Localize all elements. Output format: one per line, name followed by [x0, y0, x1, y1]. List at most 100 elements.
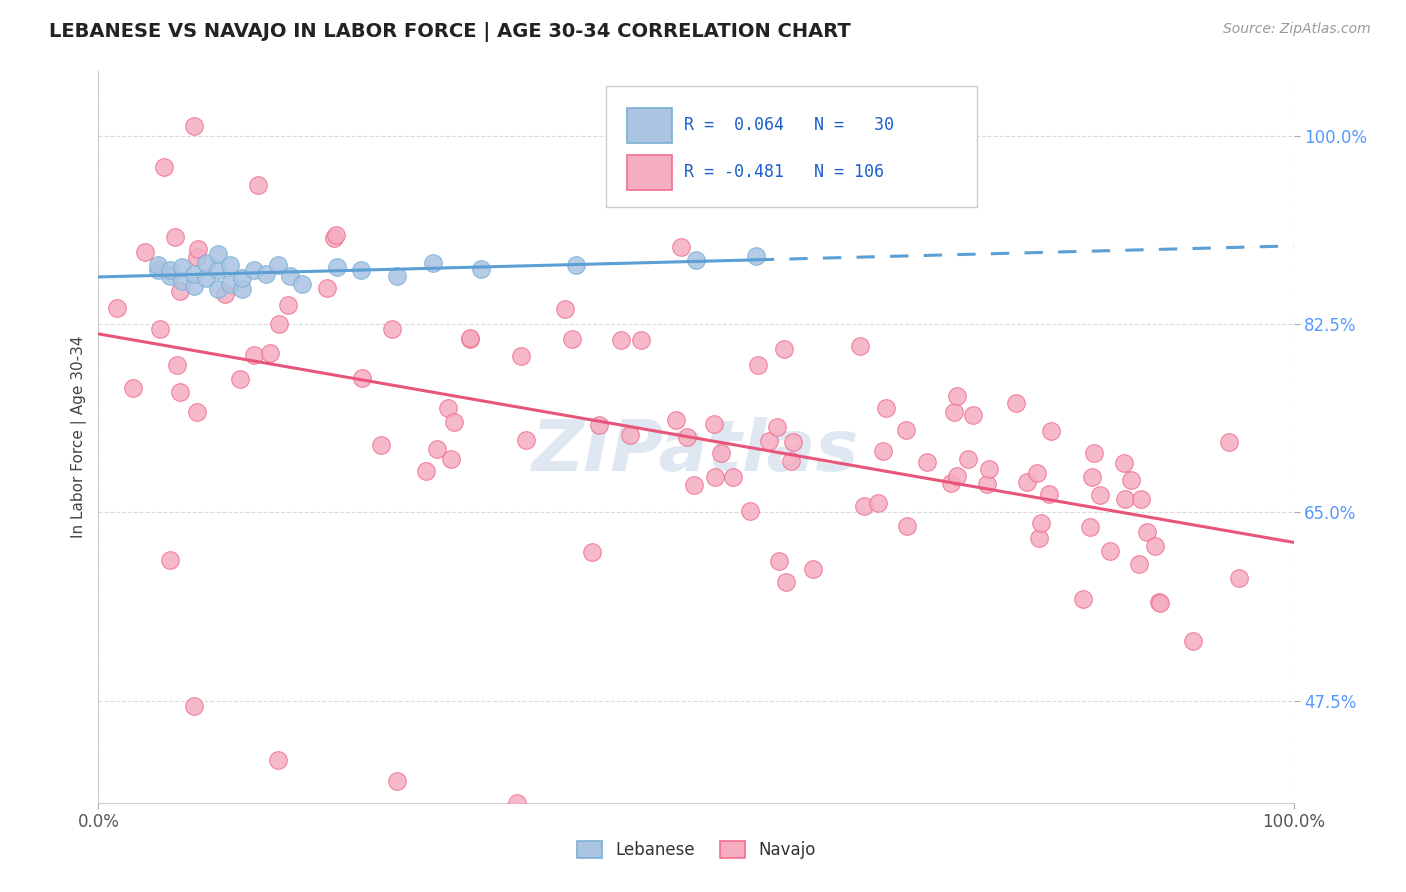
Point: [945, 389, 967, 403]
Point: [1028, 532, 1050, 546]
Y-axis label: In Labor Force | Age 30-34: In Labor Force | Age 30-34: [72, 335, 87, 539]
Point: [1129, 491, 1152, 506]
Point: [956, 451, 979, 466]
Point: [1114, 456, 1136, 470]
Point: [385, 268, 409, 283]
Point: [1005, 396, 1028, 410]
Point: [231, 282, 253, 296]
Point: [1040, 425, 1063, 439]
Point: [183, 698, 205, 713]
Point: [323, 231, 346, 245]
Text: ZIPatlas: ZIPatlas: [533, 417, 859, 486]
Point: [915, 455, 938, 469]
Point: [207, 263, 229, 277]
Point: [766, 420, 789, 434]
Point: [682, 477, 704, 491]
Point: [773, 343, 796, 357]
Point: [676, 430, 699, 444]
Point: [849, 339, 872, 353]
Point: [207, 247, 229, 261]
Point: [703, 470, 725, 484]
Point: [326, 260, 349, 274]
Point: [207, 282, 229, 296]
Point: [259, 346, 281, 360]
Point: [267, 317, 290, 331]
Point: [183, 279, 205, 293]
Point: [166, 358, 188, 372]
Text: R = -0.481   N = 106: R = -0.481 N = 106: [685, 163, 884, 181]
Point: [853, 499, 876, 513]
Point: [554, 301, 576, 316]
Point: [325, 227, 347, 242]
Point: [702, 417, 724, 432]
Point: [195, 271, 218, 285]
Point: [610, 333, 633, 347]
Point: [782, 435, 804, 450]
Point: [1136, 524, 1159, 539]
Point: [148, 258, 170, 272]
Point: [231, 271, 253, 285]
Point: [775, 574, 797, 589]
Point: [875, 401, 897, 416]
Point: [977, 462, 1000, 476]
Point: [747, 358, 769, 372]
Point: [738, 504, 761, 518]
Point: [1025, 467, 1047, 481]
Point: [896, 518, 918, 533]
Point: [685, 252, 707, 267]
Point: [439, 452, 461, 467]
Point: [721, 470, 744, 484]
Point: [415, 464, 437, 478]
Point: [630, 334, 652, 348]
Point: [1227, 570, 1250, 584]
Point: [165, 230, 187, 244]
Point: [186, 405, 208, 419]
Point: [1182, 634, 1205, 648]
Point: [219, 277, 242, 292]
Point: [172, 274, 194, 288]
Point: [1114, 491, 1136, 506]
Point: [1218, 434, 1240, 449]
Point: [619, 428, 641, 442]
Point: [186, 251, 208, 265]
Point: [243, 348, 266, 362]
Point: [267, 258, 290, 272]
Point: [801, 562, 824, 576]
Point: [509, 349, 531, 363]
Point: [350, 263, 373, 277]
Point: [758, 434, 780, 448]
Point: [436, 401, 458, 416]
Point: [172, 260, 194, 274]
Point: [219, 258, 242, 272]
Point: [976, 477, 998, 491]
Point: [153, 160, 176, 174]
Point: [214, 287, 236, 301]
Point: [1078, 520, 1101, 534]
Point: [187, 242, 209, 256]
Point: [243, 263, 266, 277]
Point: [134, 244, 156, 259]
Point: [278, 268, 301, 283]
Point: [159, 268, 181, 283]
Point: [1083, 446, 1105, 460]
Point: [665, 413, 688, 427]
Point: [277, 298, 299, 312]
Point: [122, 381, 145, 395]
Point: [316, 281, 339, 295]
Point: [515, 433, 537, 447]
Point: [1099, 544, 1122, 558]
Point: [962, 408, 984, 422]
Point: [422, 256, 444, 270]
Point: [1071, 592, 1094, 607]
Point: [169, 285, 191, 299]
Point: [561, 332, 583, 346]
Point: [183, 267, 205, 281]
Point: [1119, 473, 1142, 487]
Point: [745, 249, 768, 263]
Point: [1149, 596, 1171, 610]
Point: [470, 262, 492, 277]
Point: [169, 385, 191, 400]
Point: [1149, 594, 1171, 608]
Point: [588, 418, 610, 433]
Point: [148, 263, 170, 277]
